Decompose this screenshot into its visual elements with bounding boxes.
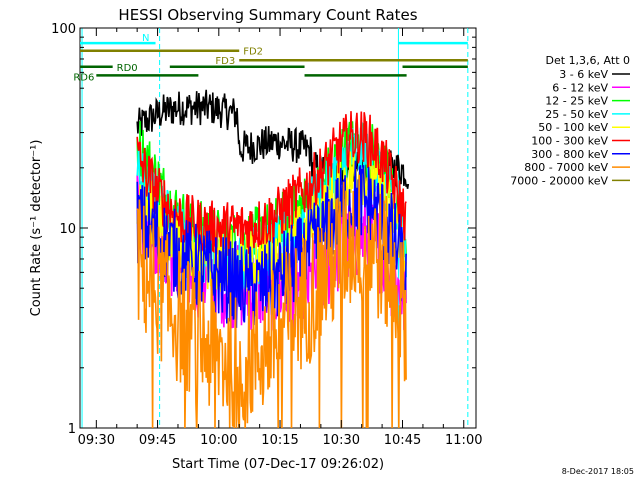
x-tick-label: 10:45 bbox=[384, 433, 421, 448]
legend-title: Det 1,3,6, Att 0 bbox=[546, 54, 630, 67]
y-axis-label: Count Rate (s⁻¹ detector⁻¹) bbox=[29, 140, 44, 317]
y-tick-label: 10 bbox=[59, 222, 76, 237]
mode-bar-label-rd6: RD6 bbox=[73, 72, 94, 83]
legend-label-100-300-kev: 100 - 300 keV bbox=[531, 135, 608, 148]
mode-bar-label-fd2: FD2 bbox=[243, 47, 263, 58]
legend-label-7000-20000-kev: 7000 - 20000 keV bbox=[510, 174, 608, 187]
x-tick-label: 09:30 bbox=[78, 433, 115, 448]
series-line-100-300-kev bbox=[136, 111, 407, 256]
x-tick-label: 09:45 bbox=[139, 433, 176, 448]
y-tick-label: 100 bbox=[51, 22, 76, 37]
x-tick-label: 10:00 bbox=[200, 433, 237, 448]
x-axis-label: Start Time (07-Dec-17 09:26:02) bbox=[172, 457, 384, 472]
x-tick-label: 10:30 bbox=[323, 433, 360, 448]
data-series bbox=[136, 89, 410, 428]
mode-bar-label-rd0: RD0 bbox=[117, 63, 138, 74]
mode-bar-label-n: N bbox=[142, 33, 149, 44]
legend-label-300-800-kev: 300 - 800 keV bbox=[531, 148, 608, 161]
mode-bar-label-fd3: FD3 bbox=[215, 56, 235, 67]
x-tick-label: 10:15 bbox=[261, 433, 298, 448]
chart-title: HESSI Observing Summary Count Rates bbox=[118, 6, 417, 24]
legend-label-50-100-kev: 50 - 100 keV bbox=[538, 121, 608, 134]
legend-label-6-12-kev: 6 - 12 keV bbox=[552, 81, 608, 94]
y-tick-label: 1 bbox=[68, 422, 76, 437]
legend-label-25-50-kev: 25 - 50 keV bbox=[545, 108, 608, 121]
footer-timestamp: 8-Dec-2017 18:05 bbox=[562, 467, 634, 476]
x-tick-label: 11:00 bbox=[445, 433, 482, 448]
series-line-800-7000-kev bbox=[136, 174, 407, 428]
legend-label-12-25-kev: 12 - 25 keV bbox=[545, 95, 608, 108]
axis-ticks: 09:30 09:45 10:00 10:15 10:30 10:45 11:00 1 10 10… bbox=[51, 22, 482, 448]
legend-label-3-6-kev: 3 - 6 keV bbox=[559, 68, 608, 81]
mode-bars: N FD2 FD3 RD0 RD6 bbox=[73, 33, 468, 83]
legend-label-800-7000-kev: 800 - 7000 keV bbox=[524, 161, 608, 174]
